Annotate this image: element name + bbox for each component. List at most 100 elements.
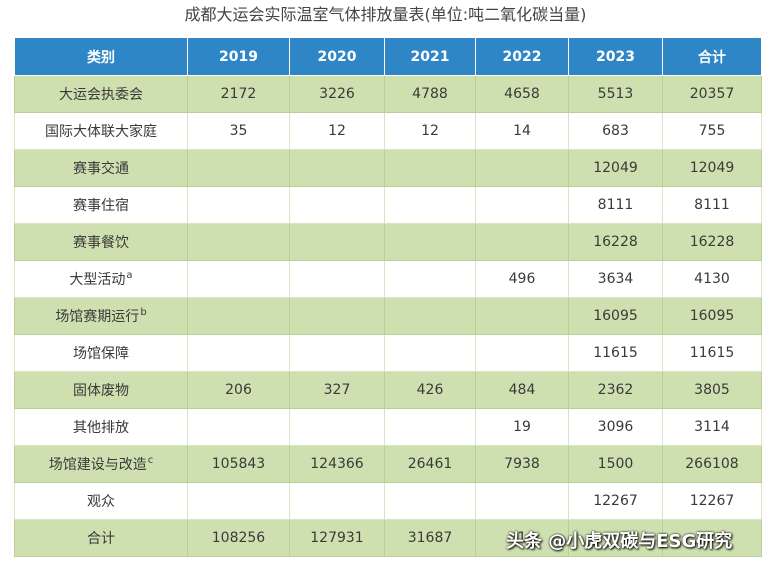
column-header-total: 合计	[662, 37, 762, 76]
value-cell: 20357	[662, 75, 762, 113]
value-cell	[384, 297, 476, 335]
table-row: 观众 12267 12267	[14, 482, 762, 520]
value-cell: 683	[568, 112, 663, 150]
value-cell: 3096	[568, 408, 663, 446]
value-cell	[289, 408, 385, 446]
row-label-cell: 大型活动a	[14, 260, 188, 298]
column-header-2020: 2020	[289, 37, 385, 76]
row-label-cell: 其他排放	[14, 408, 188, 446]
value-cell	[289, 186, 385, 224]
table-row: 赛事住宿 8111 8111	[14, 186, 762, 224]
value-cell: 426	[384, 371, 476, 409]
value-cell	[187, 260, 290, 298]
row-label-cell: 赛事住宿	[14, 186, 188, 224]
row-label: 合计	[87, 531, 115, 547]
value-cell: 12	[384, 112, 476, 150]
value-cell: 19	[475, 408, 569, 446]
value-cell: 16095	[568, 297, 663, 335]
value-cell	[187, 186, 290, 224]
value-cell: 3634	[568, 260, 663, 298]
table-header-row: 类别 2019 2020 2021 2022 2023 合计	[14, 37, 762, 76]
value-cell: 124366	[289, 445, 385, 483]
watermark: 头条 @小虎双碳与ESG研究	[506, 531, 733, 552]
table-row: 大型活动a 496 3634 4130	[14, 260, 762, 298]
value-cell: 1	[475, 519, 569, 557]
table-row: 其他排放 19 3096 3114	[14, 408, 762, 446]
value-cell	[475, 186, 569, 224]
table-row: 大运会执委会 2172 3226 4788 4658 5513 20357	[14, 75, 762, 113]
page-title: 成都大运会实际温室气体排放量表(单位:吨二氧化碳当量)	[184, 5, 587, 24]
table-row: 场馆赛期运行b 16095 16095	[14, 297, 762, 335]
column-header-2023: 2023	[568, 37, 663, 76]
value-cell: 5513	[568, 75, 663, 113]
emissions-table: 类别 2019 2020 2021 2022 2023 合计 大运会执委会 217…	[14, 37, 762, 557]
value-cell: 4658	[475, 75, 569, 113]
value-cell: 12049	[662, 149, 762, 187]
value-cell: 31687	[384, 519, 476, 557]
row-label-cell: 赛事餐饮	[14, 223, 188, 261]
value-cell	[384, 186, 476, 224]
value-cell	[289, 149, 385, 187]
footnote-marker: b	[140, 307, 147, 318]
row-label: 其他排放	[73, 420, 129, 436]
value-cell	[475, 223, 569, 261]
value-cell: 16228	[662, 223, 762, 261]
row-label-cell: 场馆赛期运行b	[14, 297, 188, 335]
row-label-cell: 赛事交通	[14, 149, 188, 187]
footnote-marker: c	[147, 455, 154, 466]
row-label-cell: 观众	[14, 482, 188, 520]
value-cell	[289, 223, 385, 261]
row-label: 赛事交通	[73, 161, 129, 177]
value-cell	[662, 519, 762, 557]
value-cell: 484	[475, 371, 569, 409]
row-label: 场馆建设与改造	[48, 457, 147, 473]
value-cell	[289, 297, 385, 335]
row-label: 场馆保障	[73, 346, 129, 362]
value-cell: 4788	[384, 75, 476, 113]
value-cell	[568, 519, 663, 557]
row-label-cell: 场馆建设与改造c	[14, 445, 188, 483]
value-cell	[187, 408, 290, 446]
table-row: 合计 108256 127931 31687 1	[14, 519, 762, 557]
value-cell: 26461	[384, 445, 476, 483]
row-label: 大型活动	[69, 272, 126, 288]
value-cell: 127931	[289, 519, 385, 557]
value-cell: 14	[475, 112, 569, 150]
table-row: 赛事交通 12049 12049	[14, 149, 762, 187]
row-label-cell: 大运会执委会	[14, 75, 188, 113]
value-cell: 2362	[568, 371, 663, 409]
table-row: 国际大体联大家庭 35 12 12 14 683 755	[14, 112, 762, 150]
row-label: 赛事住宿	[73, 198, 129, 214]
column-header-2019: 2019	[187, 37, 290, 76]
table-row: 场馆建设与改造c 105843 124366 26461 7938 1500 266108	[14, 445, 762, 483]
value-cell: 105843	[187, 445, 290, 483]
value-cell	[289, 482, 385, 520]
footnote-marker: a	[126, 270, 133, 281]
value-cell	[187, 482, 290, 520]
row-label: 大运会执委会	[59, 87, 143, 103]
value-cell	[384, 260, 476, 298]
value-cell: 12	[289, 112, 385, 150]
row-label-cell: 固体废物	[14, 371, 188, 409]
row-label: 观众	[87, 494, 115, 510]
value-cell	[384, 408, 476, 446]
value-cell	[475, 297, 569, 335]
value-cell	[187, 223, 290, 261]
row-label-cell: 场馆保障	[14, 334, 188, 372]
value-cell	[187, 149, 290, 187]
row-label: 固体废物	[73, 383, 129, 399]
value-cell: 4130	[662, 260, 762, 298]
value-cell	[384, 482, 476, 520]
value-cell: 3114	[662, 408, 762, 446]
value-cell	[475, 149, 569, 187]
value-cell: 11615	[662, 334, 762, 372]
value-cell	[289, 334, 385, 372]
table-row: 场馆保障 11615 11615	[14, 334, 762, 372]
value-cell: 755	[662, 112, 762, 150]
value-cell: 12267	[662, 482, 762, 520]
row-label: 赛事餐饮	[73, 235, 129, 251]
value-cell	[187, 334, 290, 372]
row-label: 场馆赛期运行	[55, 309, 140, 325]
value-cell: 11615	[568, 334, 663, 372]
row-label-cell: 合计	[14, 519, 188, 557]
